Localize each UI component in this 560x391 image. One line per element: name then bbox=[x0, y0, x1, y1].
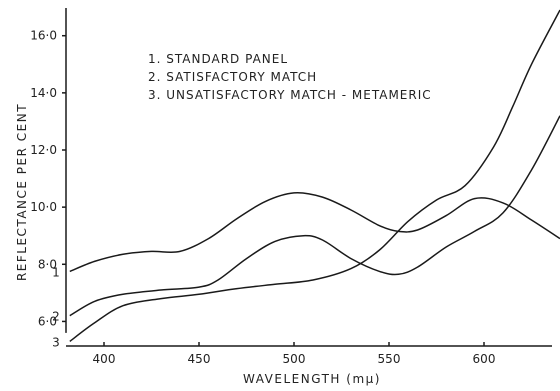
y-tick-label: 14·0 bbox=[30, 86, 57, 100]
curves bbox=[69, 9, 560, 342]
y-tick-label: 16·0 bbox=[30, 29, 57, 43]
legend-entry-1: 1. STANDARD PANEL bbox=[148, 52, 288, 66]
series-line-2 bbox=[69, 115, 560, 317]
curve-number-labels: 1 2 3 bbox=[52, 265, 60, 349]
x-tick-label: 550 bbox=[378, 352, 401, 366]
series-line-1 bbox=[69, 191, 560, 273]
tick-labels: 400 450 500 550 600 6·0 8·0 10·0 12·0 14·0 16·0 bbox=[30, 29, 495, 366]
x-axis-label: WAVELENGTH (mμ) bbox=[243, 372, 381, 386]
curve-label-3: 3 bbox=[52, 335, 60, 349]
y-tick-label: 10·0 bbox=[30, 200, 57, 214]
legend-entry-2: 2. SATISFACTORY MATCH bbox=[148, 70, 317, 84]
x-tick-label: 450 bbox=[188, 352, 211, 366]
y-tick-label: 6·0 bbox=[38, 314, 57, 328]
series-line-3 bbox=[69, 9, 560, 342]
legend: 1. STANDARD PANEL 2. SATISFACTORY MATCH … bbox=[148, 52, 432, 102]
curve-label-1: 1 bbox=[52, 265, 60, 279]
legend-entry-3: 3. UNSATISFACTORY MATCH - METAMERIC bbox=[148, 88, 432, 102]
x-tick-label: 600 bbox=[473, 352, 496, 366]
curve-label-2: 2 bbox=[52, 310, 60, 324]
x-tick-label: 400 bbox=[93, 352, 116, 366]
y-tick-label: 12·0 bbox=[30, 143, 57, 157]
y-axis-label: REFLECTANCE PER CENT bbox=[15, 103, 29, 281]
axes bbox=[65, 8, 552, 347]
x-tick-label: 500 bbox=[283, 352, 306, 366]
y-tick-label: 8·0 bbox=[38, 257, 57, 271]
